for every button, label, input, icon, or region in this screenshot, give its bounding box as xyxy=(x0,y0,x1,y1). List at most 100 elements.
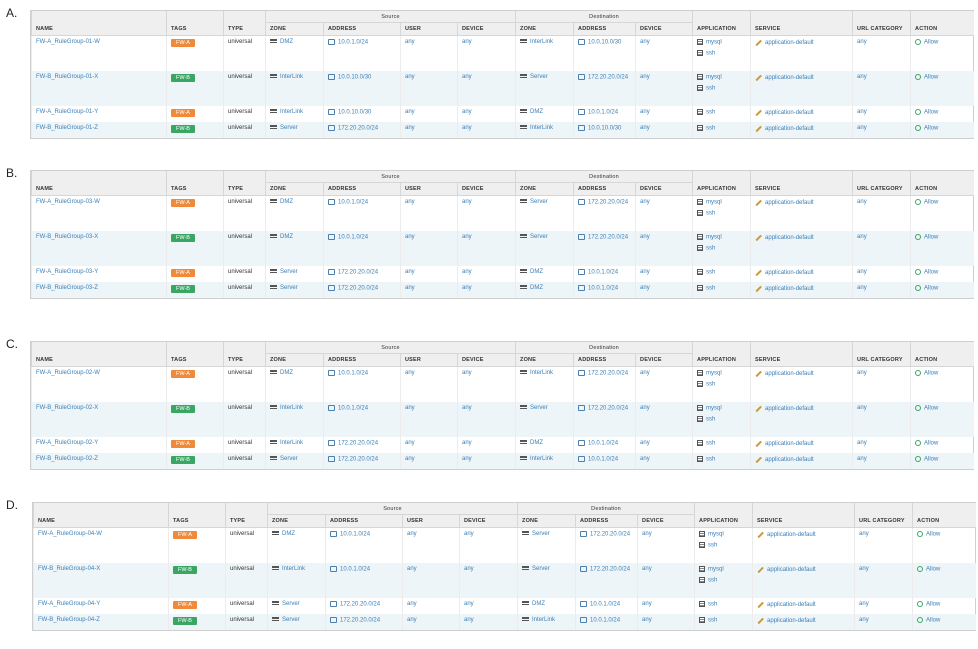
tag-badge[interactable]: FW-A xyxy=(171,199,195,207)
source-zone[interactable]: DMZ xyxy=(282,531,295,537)
table-row[interactable]: FW-A_RuleGroup-03-W FW-A universal DMZ 1… xyxy=(31,195,974,231)
destination-zone[interactable]: Server xyxy=(530,405,548,411)
application-value[interactable]: ssh xyxy=(706,285,716,292)
source-device[interactable]: any xyxy=(462,269,472,275)
action-value[interactable]: Allow xyxy=(924,440,939,447)
service-value[interactable]: application-default xyxy=(765,75,814,82)
col-src-user[interactable]: USER xyxy=(400,182,458,196)
source-address[interactable]: 10.0.1.0/24 xyxy=(338,405,369,412)
tag-badge[interactable]: FW-A xyxy=(171,269,195,277)
source-device[interactable]: any xyxy=(464,617,474,623)
col-type[interactable]: TYPE xyxy=(223,11,266,36)
destination-address[interactable]: 172.20.20.0/24 xyxy=(588,199,629,206)
source-zone[interactable]: DMZ xyxy=(280,234,293,240)
tag-badge[interactable]: FW-A xyxy=(171,370,195,378)
rule-name[interactable]: FW-A_RuleGroup-01-Y xyxy=(36,109,99,115)
source-address[interactable]: 10.0.1.0/24 xyxy=(338,234,369,241)
source-user[interactable]: any xyxy=(405,39,415,45)
table-row[interactable]: FW-B_RuleGroup-02-X FW-B universal Inter… xyxy=(31,402,974,437)
application-value[interactable]: mysql xyxy=(708,531,724,538)
service-value[interactable]: application-default xyxy=(765,371,814,378)
destination-device[interactable]: any xyxy=(640,285,650,291)
tag-badge[interactable]: FW-B xyxy=(171,125,195,133)
tag-badge[interactable]: FW-B xyxy=(171,74,195,82)
action-value[interactable]: Allow xyxy=(924,234,939,241)
destination-address[interactable]: 10.0.1.0/24 xyxy=(588,109,619,116)
source-zone[interactable]: Server xyxy=(280,125,298,131)
destination-zone[interactable]: InterLink xyxy=(532,617,556,623)
tag-badge[interactable]: FW-B xyxy=(171,405,195,413)
col-tags[interactable]: TAGS xyxy=(166,171,224,196)
col-src-user[interactable]: USER xyxy=(402,514,460,528)
destination-address[interactable]: 10.0.1.0/24 xyxy=(590,617,621,624)
rule-name[interactable]: FW-B_RuleGroup-02-Z xyxy=(36,456,98,462)
table-row[interactable]: FW-A_RuleGroup-02-Y FW-A universal Inter… xyxy=(31,437,974,453)
source-user[interactable]: any xyxy=(405,440,415,446)
service-value[interactable]: application-default xyxy=(765,200,814,207)
url-category-value[interactable]: any xyxy=(857,440,867,446)
url-category-value[interactable]: any xyxy=(859,531,869,537)
action-value[interactable]: Allow xyxy=(926,617,941,624)
rule-name[interactable]: FW-B_RuleGroup-01-X xyxy=(36,74,99,80)
action-value[interactable]: Allow xyxy=(924,74,939,81)
action-value[interactable]: Allow xyxy=(924,125,939,132)
service-value[interactable]: application-default xyxy=(765,457,814,464)
col-tags[interactable]: TAGS xyxy=(166,342,224,367)
source-device[interactable]: any xyxy=(464,566,474,572)
destination-address[interactable]: 172.20.20.0/24 xyxy=(588,405,629,412)
rule-name[interactable]: FW-B_RuleGroup-02-X xyxy=(36,405,99,411)
application-value[interactable]: mysql xyxy=(706,74,722,81)
source-device[interactable]: any xyxy=(462,440,472,446)
url-category-value[interactable]: any xyxy=(857,456,867,462)
destination-device[interactable]: any xyxy=(642,531,652,537)
col-src-device[interactable]: DEVICE xyxy=(456,353,516,367)
application-value[interactable]: mysql xyxy=(706,234,722,241)
source-address[interactable]: 10.0.1.0/24 xyxy=(338,199,369,206)
source-address[interactable]: 10.0.1.0/24 xyxy=(340,566,371,573)
tag-badge[interactable]: FW-B xyxy=(171,234,195,242)
source-zone[interactable]: Server xyxy=(282,617,300,623)
destination-zone[interactable]: DMZ xyxy=(530,285,544,291)
application-value[interactable]: ssh xyxy=(706,416,716,423)
action-value[interactable]: Allow xyxy=(924,405,939,412)
destination-zone[interactable]: DMZ xyxy=(530,269,544,275)
destination-zone[interactable]: InterLink xyxy=(530,370,554,376)
col-tags[interactable]: TAGS xyxy=(166,11,224,36)
col-src-device[interactable]: DEVICE xyxy=(456,182,516,196)
col-src-zone[interactable]: ZONE xyxy=(265,182,324,196)
rule-name[interactable]: FW-A_RuleGroup-04-W xyxy=(38,531,102,537)
destination-device[interactable]: any xyxy=(640,39,650,45)
destination-zone[interactable]: Server xyxy=(530,234,548,240)
source-address[interactable]: 172.20.20.0/24 xyxy=(338,285,379,292)
source-zone[interactable]: Server xyxy=(280,456,298,462)
source-zone[interactable]: InterLink xyxy=(280,109,304,115)
source-address[interactable]: 172.20.20.0/24 xyxy=(338,269,379,276)
col-dst-device[interactable]: DEVICE xyxy=(637,514,695,528)
destination-zone[interactable]: DMZ xyxy=(532,601,546,607)
action-value[interactable]: Allow xyxy=(924,199,939,206)
application-value[interactable]: ssh xyxy=(708,617,718,624)
destination-zone[interactable]: InterLink xyxy=(530,39,554,45)
action-value[interactable]: Allow xyxy=(926,566,941,573)
col-type[interactable]: TYPE xyxy=(225,503,268,528)
col-dst-device[interactable]: DEVICE xyxy=(635,22,693,36)
url-category-value[interactable]: any xyxy=(857,125,867,131)
table-row[interactable]: FW-A_RuleGroup-04-W FW-A universal DMZ 1… xyxy=(33,527,976,563)
application-value[interactable]: ssh xyxy=(708,577,718,584)
destination-zone[interactable]: DMZ xyxy=(530,109,544,115)
source-zone[interactable]: InterLink xyxy=(280,405,304,411)
source-zone[interactable]: InterLink xyxy=(280,440,304,446)
service-value[interactable]: application-default xyxy=(767,618,816,625)
source-user[interactable]: any xyxy=(405,269,415,275)
application-value[interactable]: ssh xyxy=(708,601,718,608)
service-value[interactable]: application-default xyxy=(765,441,814,448)
application-value[interactable]: ssh xyxy=(706,245,716,252)
destination-zone[interactable]: InterLink xyxy=(530,456,554,462)
table-row[interactable]: FW-A_RuleGroup-01-Y FW-A universal Inter… xyxy=(31,106,974,122)
source-user[interactable]: any xyxy=(405,370,415,376)
application-value[interactable]: ssh xyxy=(706,85,716,92)
source-zone[interactable]: DMZ xyxy=(280,199,293,205)
action-value[interactable]: Allow xyxy=(926,601,941,608)
destination-device[interactable]: any xyxy=(640,74,650,80)
destination-device[interactable]: any xyxy=(640,234,650,240)
